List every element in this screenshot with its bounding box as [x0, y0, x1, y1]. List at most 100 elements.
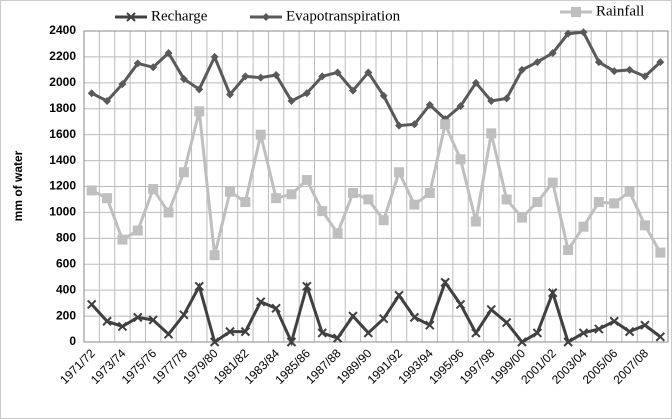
marker: [210, 52, 219, 61]
y-tick-label: 1200: [49, 179, 76, 193]
marker: [256, 73, 265, 82]
marker: [179, 310, 189, 320]
marker: [302, 89, 311, 98]
series-line: [91, 110, 662, 256]
marker: [209, 337, 220, 347]
marker: [271, 193, 282, 204]
marker: [240, 326, 251, 337]
marker: [486, 128, 497, 139]
marker: [225, 326, 235, 337]
marker: [256, 297, 266, 307]
marker: [547, 177, 558, 188]
marker: [133, 312, 143, 323]
marker: [517, 212, 527, 223]
legend-label: Recharge: [151, 8, 208, 24]
marker: [348, 86, 357, 95]
marker: [317, 206, 328, 217]
marker: [149, 63, 158, 72]
marker: [379, 91, 388, 100]
marker: [656, 58, 665, 67]
marker: [194, 106, 205, 117]
y-tick-label: 2000: [49, 75, 76, 89]
marker: [347, 187, 358, 198]
marker: [103, 96, 112, 105]
marker: [302, 281, 312, 291]
marker: [548, 49, 557, 58]
marker: [456, 102, 465, 111]
marker: [102, 193, 113, 204]
y-tick-label: 2200: [49, 49, 76, 63]
marker: [564, 29, 573, 38]
marker: [195, 85, 204, 94]
y-tick-label: 1400: [49, 153, 76, 167]
marker: [148, 184, 159, 195]
marker: [563, 244, 574, 255]
marker: [455, 154, 466, 165]
marker: [394, 167, 405, 178]
marker: [255, 129, 266, 140]
marker: [501, 317, 512, 328]
marker: [409, 199, 420, 210]
marker: [378, 313, 389, 324]
marker: [87, 89, 96, 98]
marker: [563, 337, 573, 347]
marker: [425, 100, 434, 109]
marker: [487, 96, 496, 105]
marker: [163, 329, 174, 339]
marker: [271, 303, 281, 314]
marker: [609, 198, 620, 209]
marker: [610, 67, 619, 76]
plot-border: [83, 30, 669, 343]
marker: [594, 58, 603, 67]
marker: [639, 220, 650, 231]
marker: [178, 167, 189, 178]
marker: [502, 94, 511, 103]
marker: [118, 80, 127, 89]
marker: [470, 216, 481, 227]
marker: [332, 333, 343, 343]
marker: [655, 332, 666, 342]
legend-label: Evapotranspiration: [286, 8, 401, 24]
marker: [424, 187, 435, 198]
marker: [609, 316, 619, 326]
marker: [440, 119, 451, 130]
marker: [102, 316, 112, 326]
series-line: [91, 30, 662, 128]
marker: [117, 321, 128, 332]
marker: [133, 59, 142, 68]
marker: [86, 185, 97, 196]
y-axis-label: mm of water: [11, 150, 25, 221]
marker: [241, 72, 250, 81]
marker: [394, 290, 404, 301]
marker: [579, 28, 588, 37]
marker: [179, 74, 188, 83]
marker: [332, 228, 343, 239]
marker: [194, 281, 204, 291]
marker: [571, 7, 581, 17]
marker: [455, 299, 466, 310]
marker: [225, 186, 235, 197]
marker: [209, 250, 220, 261]
marker: [593, 197, 604, 208]
marker: [518, 65, 526, 74]
marker: [363, 328, 374, 338]
y-tick-label: 400: [56, 282, 76, 296]
marker: [471, 328, 481, 338]
marker: [395, 121, 404, 130]
marker: [363, 194, 374, 205]
legend-label: Rainfall: [596, 3, 644, 19]
marker: [301, 175, 312, 186]
marker: [578, 221, 589, 232]
series-line: [90, 279, 662, 347]
marker: [578, 328, 589, 338]
y-tick-label: 600: [56, 256, 76, 270]
marker: [364, 68, 373, 77]
marker: [117, 234, 128, 245]
y-tick-label: 1600: [49, 127, 76, 141]
marker: [378, 215, 389, 226]
marker: [333, 68, 342, 77]
marker: [532, 197, 543, 208]
marker: [594, 324, 604, 334]
marker: [272, 71, 281, 80]
